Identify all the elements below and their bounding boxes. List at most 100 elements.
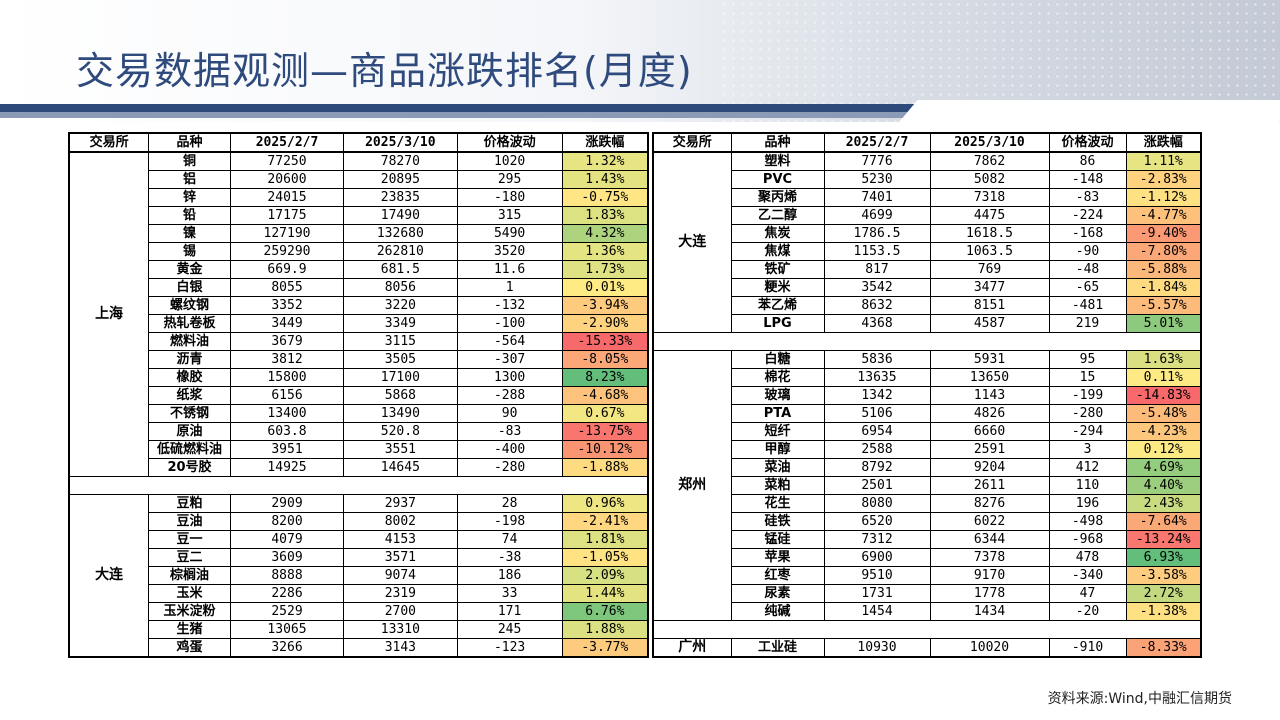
table-row: 不锈钢 13400 13490 90 0.67%	[69, 404, 649, 423]
price-end-cell: 8002	[343, 512, 458, 531]
variety-cell: 白银	[148, 278, 231, 297]
pct-change-cell: -4.23%	[1125, 422, 1202, 441]
header-band	[0, 104, 1280, 112]
pct-change-cell: 0.96%	[561, 494, 649, 513]
price-change-cell: 219	[1048, 314, 1127, 333]
table-row: 广州 工业硅 10930 10020 -910 -8.33%	[652, 638, 1202, 658]
table-row: 20号胶 14925 14645 -280 -1.88%	[69, 458, 649, 477]
variety-cell: 生猪	[148, 620, 231, 639]
table-row: 棕榈油 8888 9074 186 2.09%	[69, 566, 649, 585]
price-end-cell: 8056	[343, 278, 458, 297]
price-change-cell: -83	[456, 422, 563, 441]
price-change-cell: -564	[456, 332, 563, 351]
table-row: 硅铁 6520 6022 -498 -7.64%	[653, 512, 1202, 531]
col-header-date-end: 2025/3/10	[929, 132, 1050, 153]
price-end-cell: 6344	[929, 530, 1050, 549]
table-row: LPG 4368 4587 219 5.01%	[653, 314, 1202, 333]
price-change-cell: -83	[1048, 188, 1127, 207]
price-start-cell: 8080	[823, 494, 931, 513]
price-start-cell: 8792	[823, 458, 931, 477]
price-end-cell: 1063.5	[929, 242, 1050, 261]
price-start-cell: 3812	[229, 350, 345, 369]
pct-change-cell: 1.73%	[561, 260, 649, 279]
price-start-cell: 7401	[823, 188, 931, 207]
price-end-cell: 1143	[929, 386, 1050, 405]
table-row: 锡 259290 262810 3520 1.36%	[69, 242, 649, 261]
price-end-cell: 8151	[929, 296, 1050, 315]
variety-cell: 乙二醇	[730, 206, 825, 225]
price-start-cell: 8632	[823, 296, 931, 315]
pct-change-cell: -2.83%	[1125, 170, 1202, 189]
price-start-cell: 3609	[229, 548, 345, 567]
variety-cell: 低硫燃料油	[148, 440, 231, 459]
price-change-cell: 171	[456, 602, 563, 621]
variety-cell: 锌	[148, 188, 231, 207]
col-header-variety: 品种	[148, 132, 231, 153]
col-header-date-start: 2025/2/7	[229, 132, 345, 153]
price-change-cell: 412	[1048, 458, 1127, 477]
exchange-cell: 上海	[68, 151, 150, 477]
price-change-cell: -340	[1048, 566, 1127, 585]
price-start-cell: 1342	[823, 386, 931, 405]
table-row: 锌 24015 23835 -180 -0.75%	[69, 188, 649, 207]
table-header-row: 交易所 品种 2025/2/7 2025/3/10 价格波动 涨跌幅	[652, 132, 1202, 153]
exchange-cell: 郑州	[652, 350, 732, 621]
pct-change-cell: 1.88%	[561, 620, 649, 639]
table-row: 大连 豆粕 2909 2937 28 0.96%	[68, 494, 649, 658]
pct-change-cell: 2.09%	[561, 566, 649, 585]
table-row: 铁矿 817 769 -48 -5.88%	[653, 260, 1202, 279]
pct-change-cell: 0.11%	[1125, 368, 1202, 387]
pct-change-cell: 0.12%	[1125, 440, 1202, 459]
price-end-cell: 10020	[929, 638, 1050, 658]
table-row: PTA 5106 4826 -280 -5.48%	[653, 404, 1202, 423]
price-end-cell: 9204	[929, 458, 1050, 477]
price-change-cell: 74	[456, 530, 563, 549]
variety-cell: 棕榈油	[148, 566, 231, 585]
variety-cell: 棉花	[730, 368, 825, 387]
col-header-price-change: 价格波动	[1048, 132, 1127, 153]
price-change-cell: 90	[456, 404, 563, 423]
price-start-cell: 1153.5	[823, 242, 931, 261]
variety-cell: 锡	[148, 242, 231, 261]
table-row: 乙二醇 4699 4475 -224 -4.77%	[653, 206, 1202, 225]
variety-cell: 镍	[148, 224, 231, 243]
table-row: 铅 17175 17490 315 1.83%	[69, 206, 649, 225]
table-row: 尿素 1731 1778 47 2.72%	[653, 584, 1202, 603]
group-spacer-row	[652, 620, 1202, 639]
table-row: 棉花 13635 13650 15 0.11%	[653, 368, 1202, 387]
price-start-cell: 6900	[823, 548, 931, 567]
pct-change-cell: -5.48%	[1125, 404, 1202, 423]
exchange-cell: 广州	[652, 638, 732, 658]
header-band-cut	[892, 100, 1280, 122]
price-start-cell: 3951	[229, 440, 345, 459]
price-end-cell: 13310	[343, 620, 458, 639]
price-end-cell: 2700	[343, 602, 458, 621]
price-change-cell: 245	[456, 620, 563, 639]
pct-change-cell: -7.80%	[1125, 242, 1202, 261]
price-start-cell: 2909	[229, 494, 345, 513]
pct-change-cell: 0.01%	[561, 278, 649, 297]
col-header-date-start: 2025/2/7	[823, 132, 931, 153]
price-change-cell: -132	[456, 296, 563, 315]
price-start-cell: 1731	[823, 584, 931, 603]
table-row: 菜粕 2501 2611 110 4.40%	[653, 476, 1202, 495]
price-change-cell: 33	[456, 584, 563, 603]
pct-change-cell: 1.43%	[561, 170, 649, 189]
price-end-cell: 1778	[929, 584, 1050, 603]
table-row: 鸡蛋 3266 3143 -123 -3.77%	[69, 638, 649, 658]
variety-cell: 玻璃	[730, 386, 825, 405]
variety-cell: 苹果	[730, 548, 825, 567]
price-start-cell: 20600	[229, 170, 345, 189]
price-start-cell: 2501	[823, 476, 931, 495]
table-row: 玉米淀粉 2529 2700 171 6.76%	[69, 602, 649, 621]
pct-change-cell: 2.72%	[1125, 584, 1202, 603]
price-change-cell: -968	[1048, 530, 1127, 549]
variety-cell: 工业硅	[730, 638, 825, 658]
page-title: 交易数据观测—商品涨跌排名(月度)	[76, 49, 693, 93]
table-row: 玉米 2286 2319 33 1.44%	[69, 584, 649, 603]
pct-change-cell: -9.40%	[1125, 224, 1202, 243]
price-start-cell: 2529	[229, 602, 345, 621]
price-end-cell: 78270	[343, 151, 458, 171]
price-end-cell: 3571	[343, 548, 458, 567]
price-change-cell: 11.6	[456, 260, 563, 279]
